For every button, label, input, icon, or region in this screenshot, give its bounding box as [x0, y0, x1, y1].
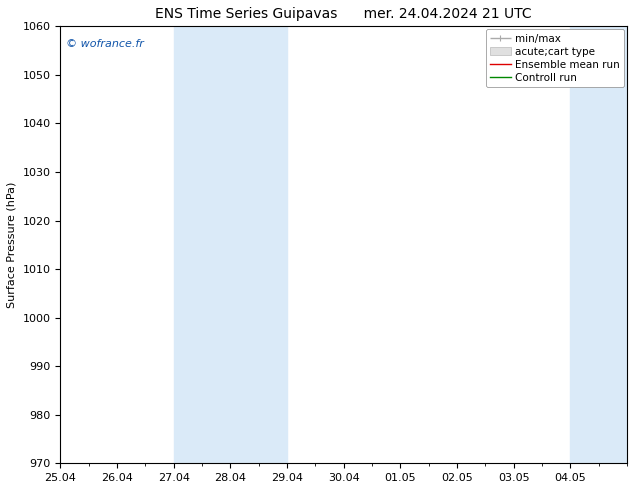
Bar — [174, 26, 287, 464]
Legend: min/max, acute;cart type, Ensemble mean run, Controll run: min/max, acute;cart type, Ensemble mean … — [486, 29, 624, 87]
Y-axis label: Surface Pressure (hPa): Surface Pressure (hPa) — [7, 182, 17, 308]
Text: © wofrance.fr: © wofrance.fr — [66, 39, 144, 49]
Title: ENS Time Series Guipavas      mer. 24.04.2024 21 UTC: ENS Time Series Guipavas mer. 24.04.2024… — [155, 7, 532, 21]
Bar — [571, 26, 627, 464]
